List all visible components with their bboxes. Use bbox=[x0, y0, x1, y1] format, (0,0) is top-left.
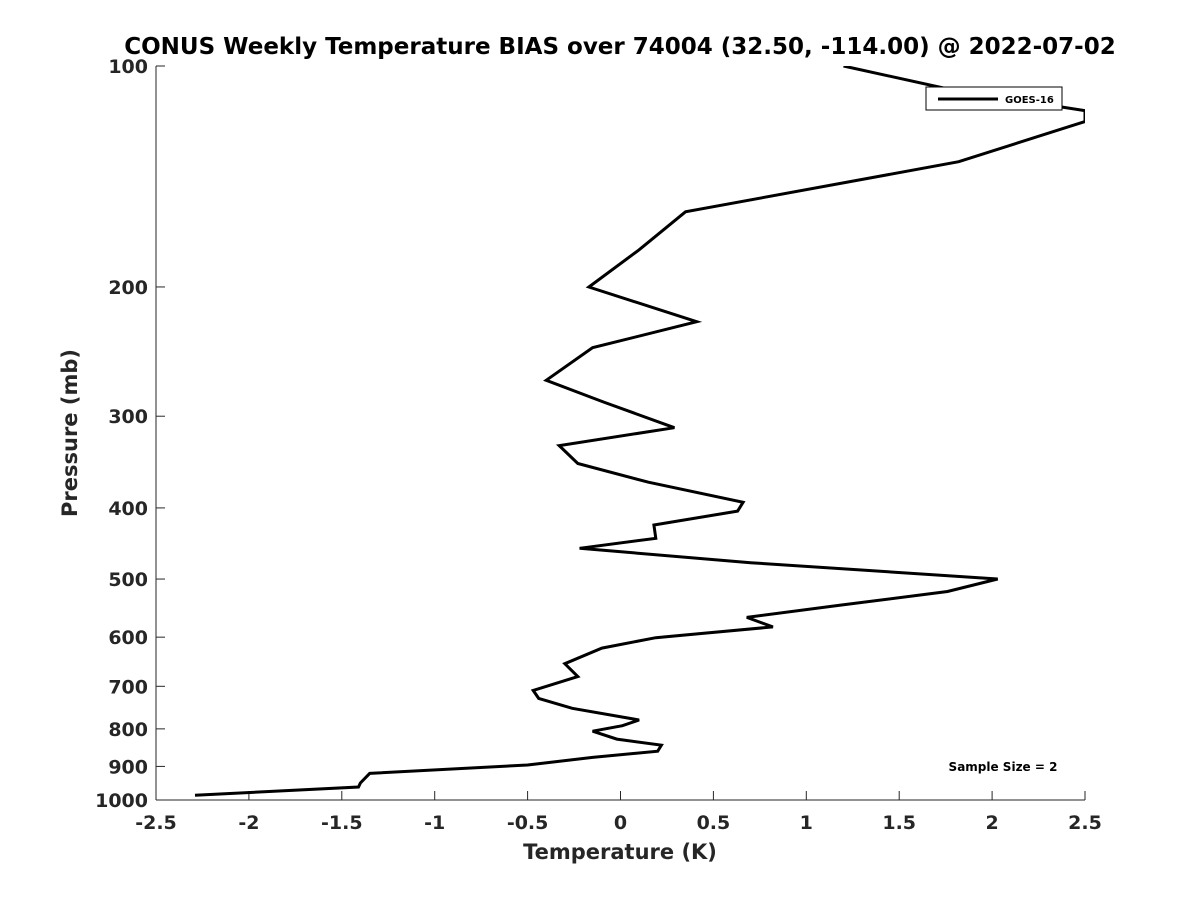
x-tick-label: 2 bbox=[985, 812, 998, 834]
x-tick-label: -0.5 bbox=[507, 812, 549, 834]
y-tick-label: 1000 bbox=[95, 790, 148, 812]
legend: GOES-16 bbox=[925, 86, 1063, 111]
x-tick-label: 0.5 bbox=[697, 812, 731, 834]
y-tick-label: 900 bbox=[108, 756, 148, 778]
x-tick-label: -1 bbox=[424, 812, 445, 834]
y-tick-label: 600 bbox=[108, 627, 148, 649]
y-tick-label: 500 bbox=[108, 569, 148, 591]
x-tick-label: -2 bbox=[238, 812, 259, 834]
axes: -2.5 -2 -1.5 -1 -0.5 0 0.5 1 1.5 2 2.5 100 200 300 400… bbox=[95, 56, 1102, 834]
y-tick-label: 300 bbox=[108, 406, 148, 428]
x-tick-label: 0 bbox=[614, 812, 627, 834]
sample-size-annotation: Sample Size = 2 bbox=[949, 760, 1058, 774]
x-tick-label: 1.5 bbox=[882, 812, 916, 834]
x-tick-label: -1.5 bbox=[321, 812, 363, 834]
legend-label-goes-16: GOES-16 bbox=[1005, 95, 1054, 106]
y-axis-label: Pressure (mb) bbox=[58, 349, 82, 517]
series-layer bbox=[194, 66, 1085, 797]
series-line-goes-16 bbox=[194, 66, 1085, 797]
y-tick-label: 400 bbox=[108, 498, 148, 520]
y-tick-label: 700 bbox=[108, 676, 148, 698]
x-tick-label: 1 bbox=[800, 812, 813, 834]
x-tick-label: -2.5 bbox=[135, 812, 177, 834]
chart-title: CONUS Weekly Temperature BIAS over 74004… bbox=[124, 34, 1115, 60]
y-tick-label: 100 bbox=[108, 56, 148, 78]
x-axis-label: Temperature (K) bbox=[523, 840, 717, 864]
x-tick-label: 2.5 bbox=[1068, 812, 1102, 834]
y-tick-label: 800 bbox=[108, 719, 148, 741]
y-tick-label: 200 bbox=[108, 277, 148, 299]
